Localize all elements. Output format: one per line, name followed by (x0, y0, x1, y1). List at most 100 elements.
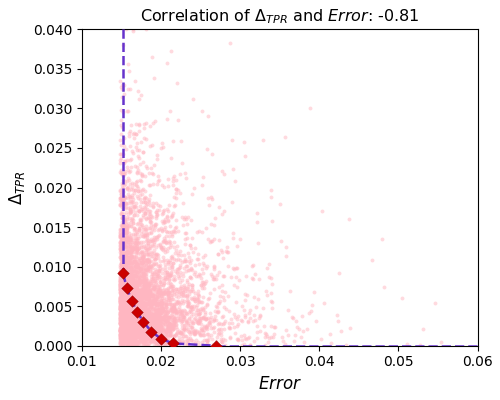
Point (168, 292, 176, 298)
Point (142, 244, 150, 251)
Point (142, 222, 150, 229)
Point (123, 341, 131, 347)
Point (130, 325, 138, 332)
Point (134, 322, 142, 328)
Point (136, 326, 144, 332)
Point (184, 335, 192, 341)
Point (136, 278, 144, 284)
Point (178, 291, 186, 298)
Point (121, 306, 129, 313)
Point (134, 340, 141, 346)
Point (129, 206, 137, 212)
Point (130, 290, 138, 296)
Point (120, 310, 128, 316)
Point (152, 274, 160, 281)
Point (133, 246, 141, 252)
Point (127, 198, 135, 204)
Point (163, 337, 171, 343)
Point (128, 304, 136, 310)
Point (136, 275, 144, 281)
Point (144, 214, 152, 220)
Point (133, 310, 141, 316)
Point (154, 286, 162, 292)
Point (133, 275, 141, 282)
Point (128, 192, 136, 198)
Point (207, 314, 215, 320)
Point (144, 298, 152, 304)
Point (120, 330, 128, 337)
Point (137, 293, 145, 300)
Point (118, 252, 126, 258)
Point (124, 330, 132, 336)
Point (145, 306, 153, 312)
Point (126, 324, 134, 330)
Point (142, 295, 150, 301)
Point (129, 312, 137, 319)
Point (148, 320, 156, 326)
Point (368, 256, 376, 263)
Point (137, 178, 145, 184)
Point (130, 290, 138, 296)
Point (147, 165, 155, 171)
Point (162, 299, 170, 306)
Point (184, 258, 192, 264)
Point (138, 286, 146, 292)
Point (116, 324, 124, 331)
Point (184, 300, 192, 306)
Point (176, 290, 184, 296)
Point (120, 278, 128, 284)
Point (194, 339, 202, 345)
Point (124, 303, 132, 310)
Point (137, 290, 145, 296)
Point (178, 138, 186, 144)
Point (154, 289, 162, 295)
Point (117, 279, 125, 286)
Point (129, 196, 137, 202)
Point (123, 337, 131, 343)
Point (120, 309, 128, 316)
Point (154, 322, 162, 328)
Point (142, 305, 150, 311)
Point (124, 313, 132, 320)
Point (200, 316, 208, 323)
Point (138, 322, 145, 328)
Point (146, 326, 154, 332)
Point (116, 254, 124, 261)
Point (192, 312, 200, 318)
Point (130, 325, 138, 331)
Point (138, 258, 146, 265)
Point (117, 282, 125, 289)
Point (130, 254, 138, 260)
Point (148, 236, 156, 242)
Point (168, 317, 176, 324)
Point (157, 322, 165, 329)
Point (198, 253, 206, 260)
Point (119, 304, 127, 310)
Point (130, 318, 138, 325)
Point (116, 287, 124, 293)
Point (156, 319, 164, 326)
Point (152, 324, 160, 330)
Point (133, 308, 141, 315)
Point (124, 331, 132, 337)
Point (128, 215, 136, 222)
Point (238, 303, 246, 309)
Point (132, 258, 140, 265)
Point (145, 288, 153, 295)
Point (126, 280, 134, 286)
Point (155, 283, 163, 289)
Point (153, 320, 161, 326)
Point (138, 324, 146, 331)
Point (151, 330, 159, 337)
Point (121, 310, 129, 316)
Point (194, 291, 202, 298)
Point (123, 322, 131, 328)
Point (121, 312, 129, 319)
Point (132, 318, 140, 325)
Point (128, 311, 136, 317)
Point (124, 229, 132, 236)
Point (133, 314, 141, 320)
Point (131, 272, 139, 278)
Point (128, 284, 136, 290)
Point (138, 340, 145, 347)
